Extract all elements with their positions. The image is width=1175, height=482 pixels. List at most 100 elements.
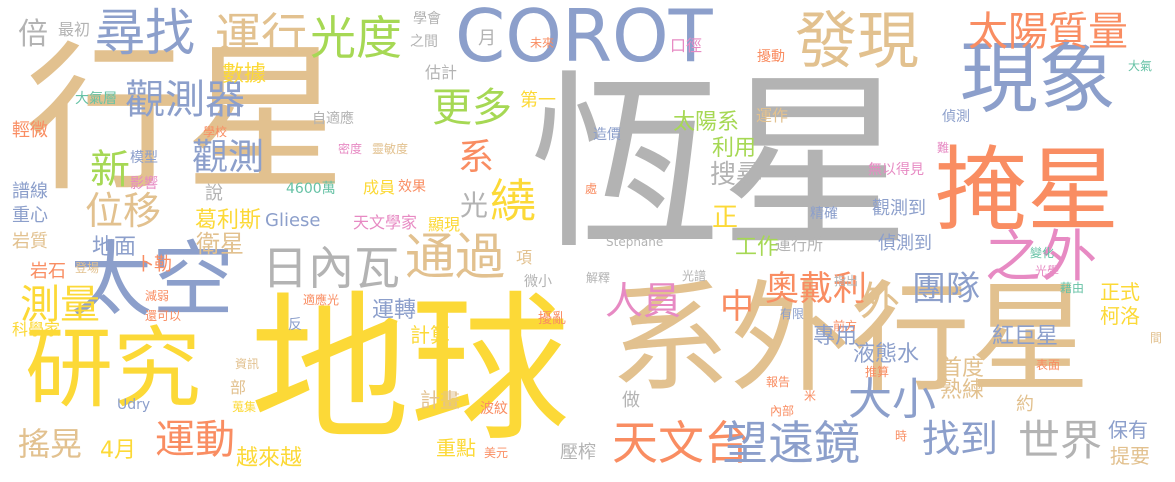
- word-44: 工作: [735, 235, 780, 260]
- word-35: 人員: [605, 279, 682, 323]
- word-26: 天文台: [612, 416, 750, 470]
- word-11: 尋找: [95, 4, 195, 62]
- word-33: 奧戴利: [765, 269, 867, 309]
- word-81: 密度: [338, 142, 363, 156]
- word-112: 光學: [1035, 264, 1060, 278]
- word-137: 約: [1016, 394, 1034, 415]
- word-73: 大氣: [1128, 59, 1153, 73]
- word-109: 光譜: [682, 269, 707, 283]
- word-90: 岩石: [30, 261, 66, 282]
- word-87: 譜線: [12, 181, 48, 202]
- word-61: 計畫: [420, 388, 460, 412]
- word-133: 做: [622, 390, 640, 411]
- word-47: 地面: [92, 235, 137, 260]
- word-96: 無以得見: [868, 162, 924, 178]
- word-132: 波紋: [480, 401, 508, 417]
- word-103: 天文學家: [353, 213, 418, 232]
- word-52: 熟練: [940, 378, 985, 403]
- word-58: 越來越: [236, 446, 303, 471]
- word-6: 掩星: [935, 137, 1120, 244]
- word-63: 第一: [520, 90, 556, 111]
- word-100: 偵測到: [878, 233, 932, 254]
- word-9: 研究: [25, 317, 202, 420]
- word-135: 壓榨: [560, 442, 596, 463]
- word-94: 成員: [363, 178, 396, 197]
- word-5: COROT: [455, 0, 713, 78]
- word-83: 難: [937, 141, 950, 155]
- word-117: 適應光: [303, 293, 340, 307]
- word-50: 液態水: [853, 342, 920, 367]
- word-91: 卜勒: [136, 254, 172, 275]
- word-97: 處: [585, 182, 598, 196]
- word-79: 學校: [203, 125, 228, 139]
- word-123: 表面: [1036, 358, 1061, 372]
- word-30: 運動: [155, 417, 235, 463]
- word-85: 影響: [130, 176, 158, 192]
- word-34: 團隊: [912, 269, 980, 309]
- word-70: 未來: [530, 36, 555, 50]
- word-131: Udry: [117, 397, 151, 413]
- word-98: 精確: [810, 206, 838, 222]
- word-89: 岩質: [12, 231, 48, 252]
- word-104: 顯現: [428, 215, 461, 234]
- word-25: 測量: [20, 282, 100, 328]
- word-78: 輕微: [12, 120, 48, 141]
- word-40: 搜尋: [710, 160, 763, 190]
- word-22: 新: [90, 147, 130, 193]
- word-68: 月: [478, 28, 496, 49]
- word-48: 運轉: [372, 298, 417, 323]
- word-119: 擾亂: [538, 311, 566, 327]
- word-93: 4600萬: [286, 181, 336, 197]
- word-8: 太空: [70, 233, 235, 328]
- word-19: 更多: [432, 85, 512, 131]
- word-102: Gliese: [265, 210, 321, 231]
- word-114: 減弱: [145, 289, 170, 303]
- word-128: 資訊: [235, 357, 260, 371]
- word-82: 靈敏度: [372, 142, 409, 156]
- word-53: 正式: [1100, 280, 1140, 304]
- word-129: 部: [230, 378, 247, 397]
- word-95: 效果: [398, 179, 426, 195]
- word-66: 學會: [413, 11, 441, 27]
- word-76: 自適應: [312, 111, 354, 127]
- word-3: 地球: [250, 276, 571, 463]
- word-42: 光: [460, 189, 489, 222]
- word-92: 登場: [75, 261, 100, 275]
- word-21: 系: [458, 137, 495, 178]
- word-55: 保有: [1108, 418, 1148, 442]
- word-17: 日內瓦: [262, 241, 400, 295]
- word-99: 觀測到: [872, 198, 926, 219]
- word-43: 正: [712, 203, 739, 233]
- word-57: 4月: [100, 438, 136, 463]
- word-37: 外: [860, 279, 900, 325]
- word-16: 通過: [405, 228, 505, 286]
- word-67: 之間: [410, 34, 438, 50]
- word-115: 還可以: [145, 309, 182, 323]
- word-24: 觀測: [192, 137, 265, 178]
- word-18: 觀測器: [125, 77, 245, 123]
- word-13: 運行: [215, 8, 307, 62]
- word-110: 指出: [834, 274, 859, 288]
- word-32: 大小: [848, 374, 936, 425]
- word-62: 專用: [813, 324, 858, 349]
- word-65: 最初: [58, 20, 91, 39]
- word-77: 大氣層: [75, 91, 117, 107]
- word-7: 現象: [960, 34, 1117, 124]
- word-108: 解釋: [586, 271, 611, 285]
- word-86: 說: [205, 183, 223, 204]
- word-2: 行星: [25, 26, 346, 213]
- word-64: 數據: [222, 62, 267, 87]
- word-39: 太陽系: [673, 110, 740, 135]
- word-46: 葛利斯: [195, 208, 262, 233]
- word-105: Stephane: [606, 235, 664, 249]
- word-101: 運行所: [775, 235, 824, 254]
- word-10: 發現: [795, 4, 920, 77]
- word-12: 光度: [310, 11, 402, 65]
- word-107: 微小: [524, 274, 552, 290]
- word-20: 繞: [490, 174, 536, 228]
- word-120: 有限: [780, 307, 805, 321]
- word-121: 前方: [833, 319, 858, 333]
- word-71: 口徑: [670, 36, 703, 55]
- word-38: 倍: [18, 17, 48, 52]
